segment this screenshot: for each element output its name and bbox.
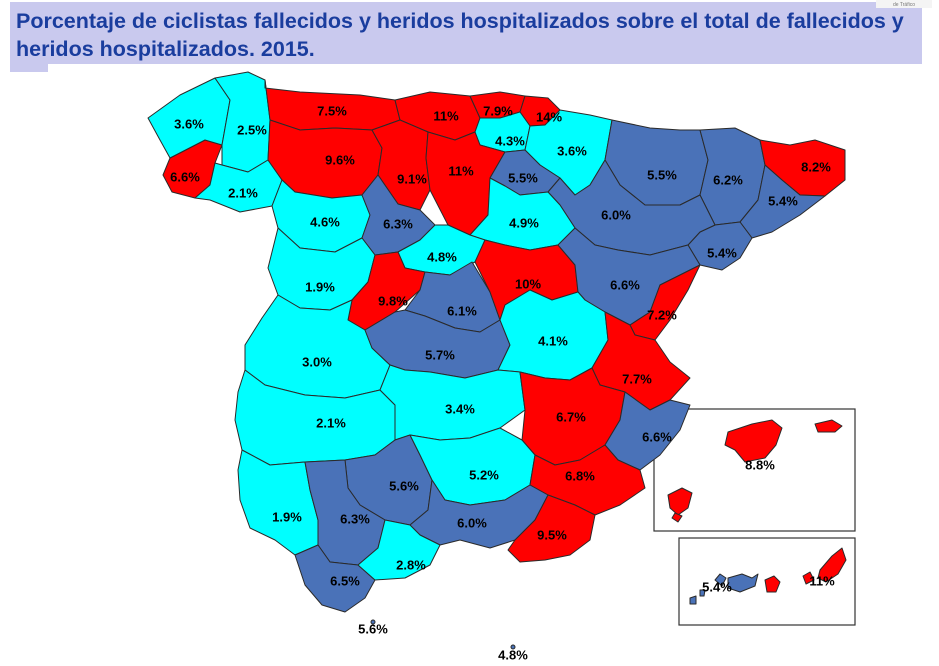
logo-fragment: de Tráfico bbox=[876, 0, 932, 8]
label-santa-cruz-de-tenerife: 5.4% bbox=[702, 579, 732, 594]
label-girona: 8.2% bbox=[801, 159, 831, 174]
label-ciudad-real: 3.4% bbox=[445, 401, 475, 416]
label-cordoba: 5.6% bbox=[389, 478, 419, 493]
label-cantabria: 11% bbox=[433, 108, 459, 123]
label-zamora: 4.6% bbox=[310, 214, 340, 229]
label-alava: 4.3% bbox=[495, 133, 525, 148]
label-las-palmas: 11% bbox=[809, 573, 835, 588]
label-asturias: 7.5% bbox=[317, 103, 347, 118]
label-toledo: 5.7% bbox=[425, 347, 455, 362]
label-murcia: 6.8% bbox=[565, 468, 595, 483]
label-a-coruna: 3.6% bbox=[174, 116, 204, 131]
region-malaga[interactable] bbox=[357, 519, 441, 581]
label-madrid: 6.1% bbox=[447, 303, 477, 318]
label-huesca: 5.5% bbox=[647, 167, 677, 182]
region-palencia[interactable] bbox=[371, 119, 431, 211]
region-santa-cruz-de-tenerife[interactable] bbox=[689, 573, 759, 605]
region-melilla[interactable] bbox=[510, 644, 516, 650]
region-barcelona[interactable] bbox=[739, 164, 826, 239]
label-teruel: 6.6% bbox=[610, 277, 640, 292]
label-guadalajara: 10% bbox=[515, 276, 541, 291]
region-illes-balears[interactable] bbox=[667, 419, 843, 523]
label-granada: 6.0% bbox=[457, 515, 487, 530]
label-segovia: 4.8% bbox=[427, 249, 457, 264]
map-title: Porcentaje de ciclistas fallecidos y her… bbox=[16, 9, 904, 61]
label-ceuta: 5.6% bbox=[358, 621, 388, 636]
label-alicante: 6.6% bbox=[642, 429, 672, 444]
label-palencia: 9.1% bbox=[397, 171, 427, 186]
region-las-palmas[interactable] bbox=[764, 547, 847, 593]
label-valladolid: 6.3% bbox=[383, 216, 413, 231]
label-gipuzkoa: 14% bbox=[536, 109, 562, 124]
region-ceuta[interactable] bbox=[370, 619, 376, 625]
label-valencia: 7.7% bbox=[622, 371, 652, 386]
label-avila: 9.8% bbox=[378, 293, 408, 308]
label-cadiz: 6.5% bbox=[330, 573, 360, 588]
label-pontevedra: 6.6% bbox=[170, 169, 200, 184]
label-caceres: 3.0% bbox=[302, 354, 332, 369]
label-huelva: 1.9% bbox=[272, 509, 302, 524]
label-leon: 9.6% bbox=[325, 152, 355, 167]
label-lleida: 6.2% bbox=[713, 172, 743, 187]
label-castellon: 7.2% bbox=[647, 307, 677, 322]
label-jaen: 5.2% bbox=[469, 467, 499, 482]
title-band bbox=[10, 2, 922, 64]
label-cuenca: 4.1% bbox=[538, 333, 568, 348]
region-almeria[interactable] bbox=[507, 494, 596, 563]
label-albacete: 6.7% bbox=[556, 409, 586, 424]
svg-text:de Tráfico: de Tráfico bbox=[893, 2, 915, 8]
label-ourense: 2.1% bbox=[228, 185, 258, 200]
label-lugo: 2.5% bbox=[237, 122, 267, 137]
label-la-rioja: 5.5% bbox=[508, 170, 538, 185]
label-almeria: 9.5% bbox=[537, 527, 567, 542]
label-sevilla: 6.3% bbox=[340, 511, 370, 526]
label-tarragona: 5.4% bbox=[707, 245, 737, 260]
label-melilla: 4.8% bbox=[498, 647, 528, 662]
title-band-notch bbox=[10, 64, 48, 72]
label-salamanca: 1.9% bbox=[305, 279, 335, 294]
region-cadiz[interactable] bbox=[294, 544, 376, 613]
label-illes-balears: 8.8% bbox=[745, 457, 775, 472]
label-zaragoza: 6.0% bbox=[601, 207, 631, 222]
label-navarra: 3.6% bbox=[557, 143, 587, 158]
label-burgos: 11% bbox=[448, 163, 474, 178]
region-castellon[interactable] bbox=[629, 264, 701, 341]
label-soria: 4.9% bbox=[509, 215, 539, 230]
label-badajoz: 2.1% bbox=[316, 415, 346, 430]
label-barcelona: 5.4% bbox=[768, 193, 798, 208]
label-malaga: 2.8% bbox=[396, 557, 426, 572]
label-bizkaia: 7.9% bbox=[483, 103, 513, 118]
